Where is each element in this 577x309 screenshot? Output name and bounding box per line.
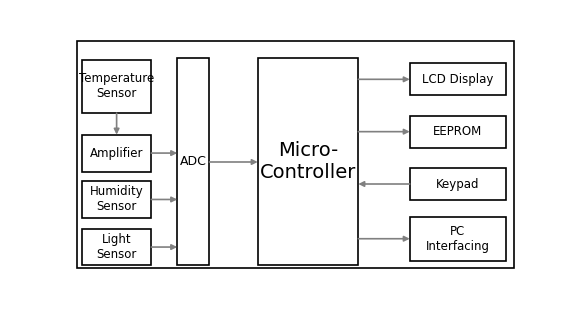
Text: EEPROM: EEPROM	[433, 125, 482, 138]
Bar	[410, 116, 506, 148]
Bar	[82, 60, 151, 113]
Bar	[82, 229, 151, 265]
Text: Micro-
Controller: Micro- Controller	[260, 142, 356, 183]
Bar	[82, 181, 151, 218]
Text: Light
Sensor: Light Sensor	[96, 233, 137, 261]
Bar	[410, 217, 506, 261]
Bar	[410, 63, 506, 95]
Bar	[258, 58, 358, 265]
Text: Amplifier: Amplifier	[90, 146, 143, 159]
Text: LCD Display: LCD Display	[422, 73, 493, 86]
Bar	[82, 135, 151, 171]
Text: Temperature
Sensor: Temperature Sensor	[79, 72, 154, 100]
Bar	[410, 168, 506, 200]
Text: Keypad: Keypad	[436, 177, 479, 191]
Text: Humidity
Sensor: Humidity Sensor	[90, 185, 144, 214]
Bar	[177, 58, 209, 265]
Text: PC
Interfacing: PC Interfacing	[426, 225, 490, 253]
Text: ADC: ADC	[180, 155, 207, 168]
